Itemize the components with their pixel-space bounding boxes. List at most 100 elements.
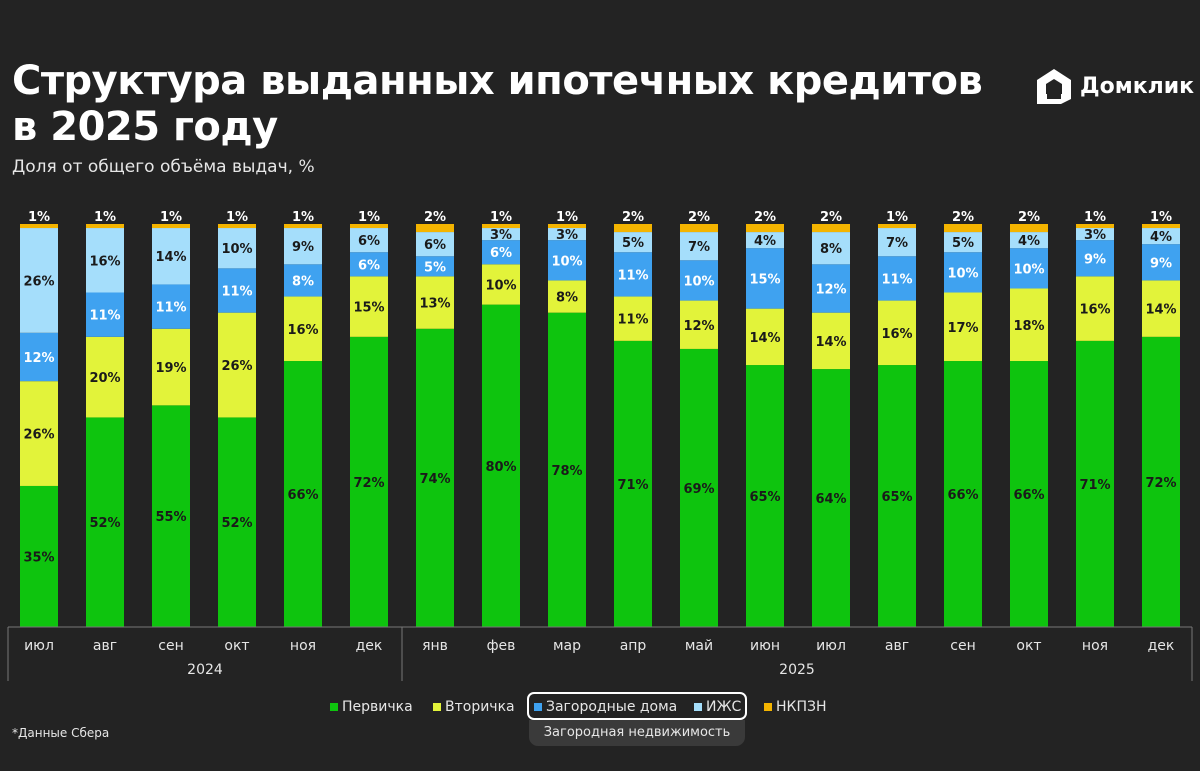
bar-segment [1076, 228, 1114, 241]
data-label: 1% [556, 210, 578, 225]
data-label: 9% [1084, 252, 1106, 267]
data-label: 26% [23, 274, 54, 289]
x-tick-label: окт [224, 638, 249, 654]
data-label: 52% [221, 516, 252, 531]
bar-segment [350, 224, 388, 229]
data-label: 52% [89, 516, 120, 531]
data-label: 7% [886, 236, 908, 251]
bar-segment [878, 365, 916, 627]
data-label: 26% [23, 428, 54, 443]
data-label: 66% [1013, 488, 1044, 503]
data-label: 66% [287, 488, 318, 503]
data-label: 3% [556, 228, 578, 243]
bar-segment [1142, 336, 1180, 627]
data-label: 1% [160, 210, 182, 225]
chart-title: Структура выданных ипотечных кредитов в 2… [12, 58, 983, 150]
legend-swatch [433, 703, 441, 711]
x-tick-label: июл [816, 638, 846, 654]
data-label: 1% [94, 210, 116, 225]
x-tick-label: окт [1016, 638, 1041, 654]
bar-segment [350, 336, 388, 627]
bar-segment [548, 280, 586, 313]
legend: Загородная недвижимость Первичка Вторичка… [0, 692, 1200, 752]
bar-segment [812, 232, 850, 265]
bar-segment [614, 232, 652, 253]
data-label: 64% [815, 492, 846, 507]
bar-segment [614, 224, 652, 233]
data-label: 6% [424, 238, 446, 253]
bar-segment [1010, 232, 1048, 249]
bar-segment [944, 232, 982, 253]
data-label: 15% [353, 301, 384, 316]
data-label: 3% [490, 228, 512, 243]
data-label: 4% [1018, 234, 1040, 249]
bar-segment [416, 276, 454, 329]
bar-segment [1142, 244, 1180, 281]
bar-segment [944, 361, 982, 627]
data-label: 69% [683, 482, 714, 497]
data-label: 14% [815, 335, 846, 350]
data-label: 2% [424, 210, 446, 225]
legend-group-label: Загородная недвижимость [529, 720, 745, 746]
data-label: 14% [749, 331, 780, 346]
year-label: 2025 [779, 662, 815, 678]
data-label: 7% [688, 240, 710, 255]
x-tick-label: апр [620, 638, 647, 654]
x-tick-label: ноя [1082, 638, 1108, 654]
bar-segment [152, 405, 190, 627]
bar-segment [218, 224, 256, 229]
bar-segment [284, 361, 322, 627]
data-label: 5% [424, 260, 446, 275]
x-tick-label: авг [93, 638, 117, 654]
data-label: 14% [155, 250, 186, 265]
data-label: 11% [221, 284, 252, 299]
data-label: 1% [1150, 210, 1172, 225]
bar-segment [284, 296, 322, 362]
data-label: 72% [1145, 476, 1176, 491]
data-label: 2% [1018, 210, 1040, 225]
bar-segment [944, 292, 982, 362]
data-label: 12% [683, 319, 714, 334]
bar-segment [482, 228, 520, 241]
data-label: 15% [749, 272, 780, 287]
data-label: 6% [490, 246, 512, 261]
bar-segment [548, 228, 586, 241]
bar-segment [746, 232, 784, 249]
data-label: 8% [820, 242, 842, 257]
data-label: 11% [155, 301, 186, 316]
data-label: 1% [226, 210, 248, 225]
bar-segment [944, 224, 982, 233]
bar-segment [746, 248, 784, 309]
bar-segment [20, 228, 58, 333]
bar-segment [482, 224, 520, 229]
data-label: 72% [353, 476, 384, 491]
data-label: 20% [89, 371, 120, 386]
bar-segment [416, 256, 454, 277]
data-label: 10% [485, 278, 516, 293]
x-tick-label: мар [553, 638, 581, 654]
legend-item: Вторичка [433, 699, 515, 715]
bar-segment [878, 256, 916, 301]
bar-segment [86, 224, 124, 229]
bar-segment [812, 264, 850, 313]
bar-segment [1010, 224, 1048, 233]
data-label: 10% [1013, 262, 1044, 277]
bar-segment [746, 365, 784, 627]
data-label: 9% [292, 240, 314, 255]
legend-label: Загородные дома [546, 699, 678, 715]
data-label: 26% [221, 359, 252, 374]
data-label: 16% [89, 254, 120, 269]
data-label: 9% [1150, 256, 1172, 271]
data-label: 1% [358, 210, 380, 225]
data-label: 12% [815, 282, 846, 297]
x-tick-label: авг [885, 638, 909, 654]
bar-segment [812, 312, 850, 370]
bar-segment [350, 252, 388, 277]
data-label: 1% [28, 210, 50, 225]
legend-swatch [764, 703, 772, 711]
x-tick-label: дек [1148, 638, 1175, 654]
logo: Домклик [1034, 66, 1194, 106]
data-label: 2% [952, 210, 974, 225]
bar-segment [1142, 224, 1180, 229]
data-label: 11% [881, 272, 912, 287]
